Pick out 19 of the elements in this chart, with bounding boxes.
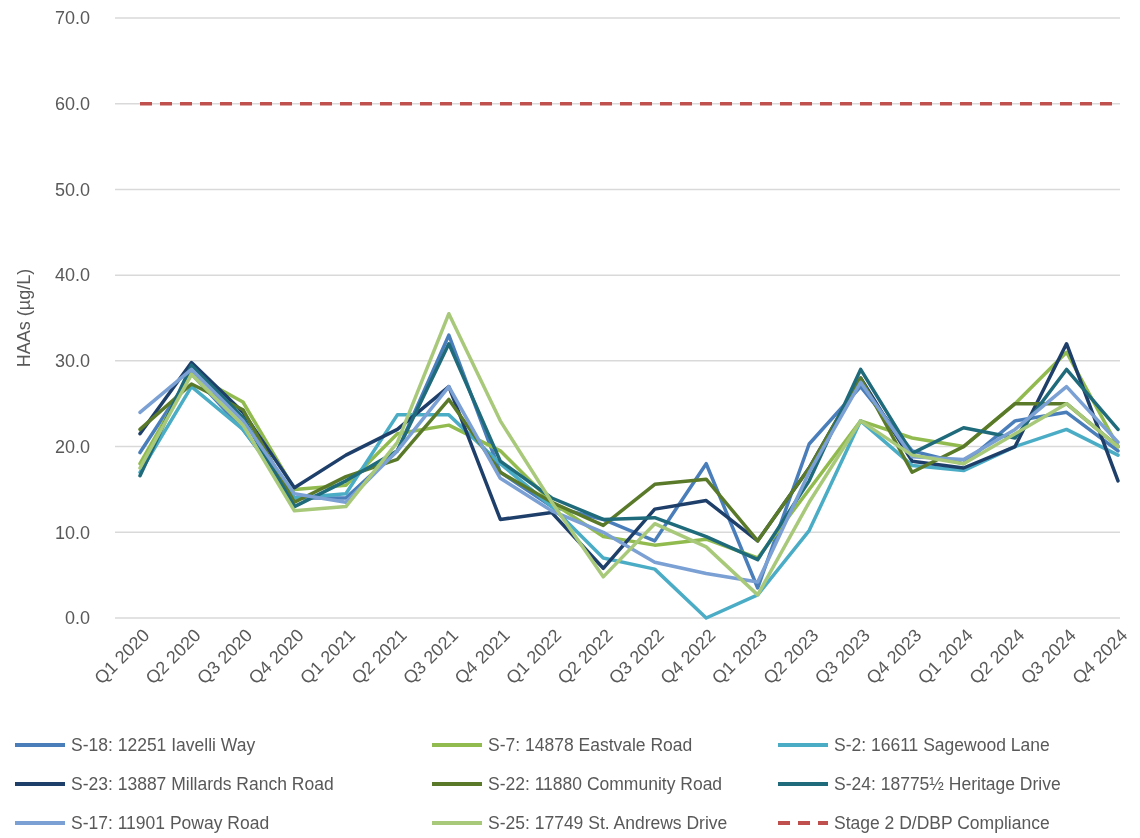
legend-label: S-24: 18775½ Heritage Drive [834,774,1061,795]
y-axis-title: HAAs (µg/L) [14,268,34,368]
y-tick-label: 10.0 [54,522,90,543]
y-tick-label: 0.0 [64,608,90,629]
legend-label: S-18: 12251 Iavelli Way [71,735,256,756]
legend-label: S-17: 11901 Poway Road [71,813,270,834]
y-tick-label: 70.0 [54,8,90,29]
y-tick-label: 20.0 [54,436,90,457]
line-series [138,367,1120,584]
legend-label: S-25: 17749 St. Andrews Drive [488,813,728,834]
y-tick-label: 40.0 [54,265,90,286]
legend-label: S-7: 14878 Eastvale Road [488,735,693,756]
y-tick-label: 50.0 [54,179,90,200]
legend-label: S-22: 11880 Community Road [488,774,723,795]
legend-label: Stage 2 D/DBP Compliance [834,813,1050,834]
y-tick-label: 30.0 [54,351,90,372]
legend-label: S-23: 13887 Millards Ranch Road [71,774,334,795]
y-tick-label: 60.0 [54,94,90,115]
legend-label: S-2: 16611 Sagewood Lane [834,735,1050,756]
